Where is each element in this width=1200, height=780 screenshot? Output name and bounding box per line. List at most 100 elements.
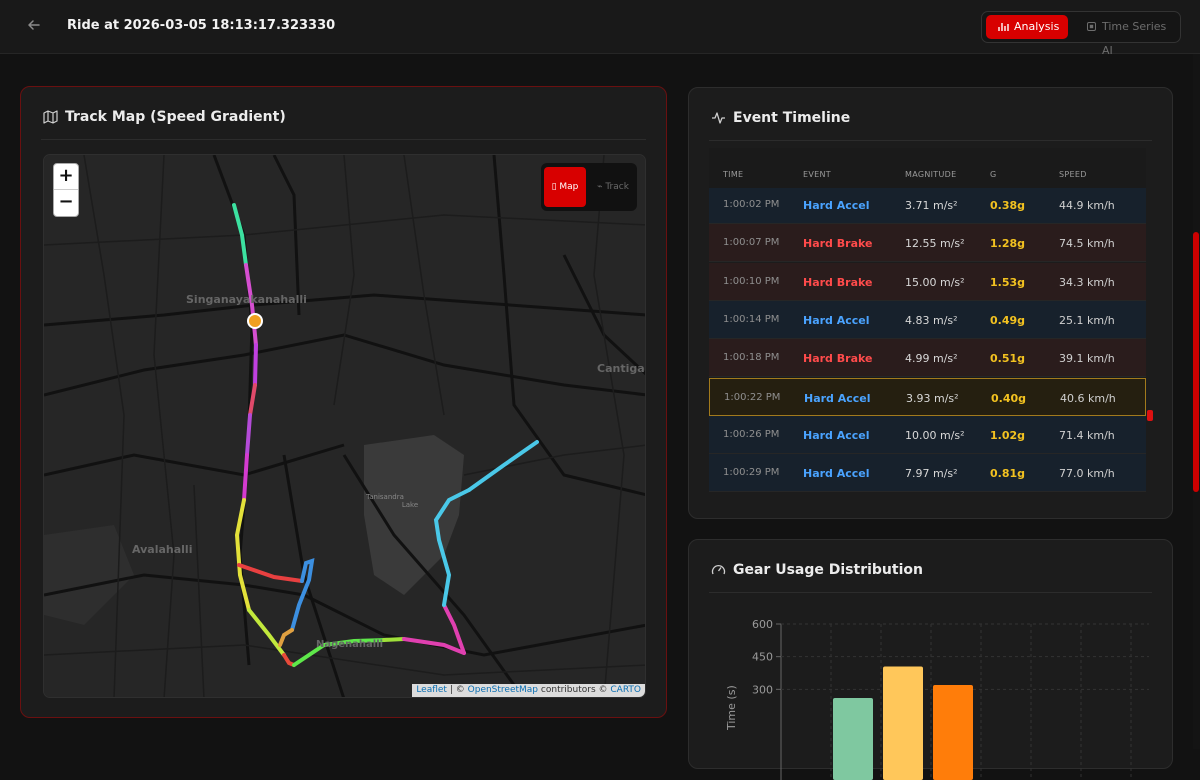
track-map-card: Track Map (Speed Gradient) [20, 86, 667, 718]
event-magnitude: 10.00 m/s² [905, 428, 965, 442]
y-axis-label: Time (s) [725, 685, 738, 731]
event-timeline-card: Event Timeline 1:00:02 PM Hard Accel 3.71 … [688, 87, 1173, 519]
view-tabs: Analysis Time Series AI [981, 11, 1181, 57]
event-table[interactable]: 1:00:02 PM Hard Accel 3.71 m/s² 0.38g 44.9 k… [709, 148, 1146, 498]
column-header[interactable]: SPEED [1059, 170, 1087, 179]
event-magnitude: 4.83 m/s² [905, 313, 958, 327]
event-type: Hard Brake [803, 275, 873, 289]
tab-analysis[interactable]: Analysis [986, 15, 1068, 39]
event-g: 1.53g [990, 275, 1026, 289]
table-row[interactable]: 1:00:14 PM Hard Accel 4.83 m/s² 0.49g 25.1 k… [709, 300, 1146, 339]
event-time: 1:00:10 PM [723, 275, 780, 287]
svg-text:Tanisandra: Tanisandra [365, 493, 404, 501]
event-magnitude: 15.00 m/s² [905, 275, 965, 289]
gauge-icon [711, 564, 726, 575]
gear-bar [933, 684, 973, 780]
event-magnitude: 4.99 m/s² [905, 352, 958, 366]
y-tick-label: 300 [752, 683, 773, 696]
event-g: 1.28g [990, 237, 1026, 251]
track-map-title: Track Map (Speed Gradient) [43, 109, 286, 125]
chip-icon [1087, 22, 1096, 31]
event-time: 1:00:22 PM [724, 391, 781, 403]
map-icon [43, 110, 58, 124]
event-speed: 40.6 km/h [1060, 391, 1116, 405]
map-view-button[interactable]: ▯ Map [544, 167, 586, 207]
bar-chart-icon [998, 23, 1009, 31]
map-tiles: Tanisandra Lake [44, 155, 645, 697]
track-view-button[interactable]: ⌁ Track [597, 182, 629, 192]
event-type: Hard Accel [803, 428, 870, 442]
column-header[interactable]: EVENT [803, 170, 831, 179]
column-header[interactable]: TIME [723, 170, 744, 179]
column-header[interactable]: G [990, 170, 997, 179]
event-speed: 74.5 km/h [1059, 237, 1115, 251]
tab-time-series-ai[interactable]: Time Series AI [1074, 15, 1178, 57]
event-magnitude: 12.55 m/s² [905, 237, 965, 251]
event-speed: 34.3 km/h [1059, 275, 1115, 289]
table-row[interactable]: 1:00:26 PM Hard Accel 10.00 m/s² 1.02g 71.4 … [709, 415, 1146, 454]
osm-link[interactable]: OpenStreetMap [467, 685, 539, 695]
map-view-toggle: ▯ Map ⌁ Track [541, 163, 637, 211]
event-g: 0.51g [990, 352, 1026, 366]
page-scrollbar-thumb[interactable] [1193, 232, 1199, 492]
column-header[interactable]: MAGNITUDE [905, 170, 957, 179]
event-g: 0.49g [990, 313, 1026, 327]
svg-text:Lake: Lake [402, 501, 418, 509]
table-row[interactable]: 1:00:10 PM Hard Brake 15.00 m/s² 1.53g 34.3 … [709, 262, 1146, 301]
event-time: 1:00:26 PM [723, 428, 780, 440]
table-row[interactable]: 1:00:02 PM Hard Accel 3.71 m/s² 0.38g 44.9 k… [709, 186, 1146, 224]
page-title: Ride at 2026-03-05 18:13:17.323330 [67, 18, 336, 33]
y-tick-label: 450 [752, 651, 773, 664]
event-g: 1.02g [990, 428, 1026, 442]
gear-usage-chart: 300 450 600 Time (s) [725, 618, 1149, 780]
event-type: Hard Accel [804, 391, 871, 405]
event-magnitude: 3.71 m/s² [905, 199, 958, 212]
zoom-out-button[interactable]: − [58, 191, 74, 212]
event-speed: 39.1 km/h [1059, 352, 1115, 366]
divider [41, 139, 646, 140]
arrow-left-icon[interactable] [26, 17, 44, 35]
event-speed: 44.9 km/h [1059, 199, 1115, 212]
place-label: Avalahalli [132, 543, 193, 556]
table-row[interactable]: 1:00:18 PM Hard Brake 4.99 m/s² 0.51g 39.1 k… [709, 339, 1146, 378]
place-label: Cantiga [597, 362, 645, 375]
table-row[interactable]: 1:00:29 PM Hard Accel 7.97 m/s² 0.81g 77.0 k… [709, 454, 1146, 493]
gear-usage-card: Gear Usage Distribution 300 450 600 Time (s… [688, 539, 1173, 780]
event-g: 0.40g [991, 391, 1027, 405]
event-magnitude: 3.93 m/s² [906, 391, 959, 405]
event-time: 1:00:29 PM [723, 467, 780, 479]
event-time: 1:00:02 PM [723, 199, 780, 210]
event-time: 1:00:07 PM [723, 237, 780, 249]
gear-usage-title: Gear Usage Distribution [711, 562, 923, 578]
event-time: 1:00:18 PM [723, 352, 780, 364]
carto-link[interactable]: CARTO [610, 685, 641, 695]
activity-icon [712, 112, 725, 124]
divider [709, 140, 1152, 141]
event-type: Hard Accel [803, 467, 870, 481]
event-type: Hard Brake [803, 237, 873, 251]
table-scrollbar-thumb[interactable] [1147, 410, 1153, 421]
map-view[interactable]: Tanisandra Lake Singanayakanahalli Avala… [43, 154, 646, 698]
place-label: Nagenahalli [316, 639, 384, 650]
event-type: Hard Accel [803, 313, 870, 327]
zoom-in-button[interactable]: + [54, 164, 78, 190]
event-timeline-title: Event Timeline [711, 110, 850, 126]
table-row[interactable]: 1:00:22 PM Hard Accel 3.93 m/s² 0.40g 40.6 k… [709, 377, 1146, 416]
leaflet-link[interactable]: Leaflet [416, 685, 447, 695]
route-icon: ⌁ [597, 182, 603, 192]
event-speed: 71.4 km/h [1059, 428, 1115, 442]
tab-time-series-label: Time Series AI [1102, 20, 1167, 57]
event-type: Hard Accel [803, 199, 870, 212]
top-bar: Ride at 2026-03-05 18:13:17.323330 Analy… [0, 0, 1200, 57]
map-icon: ▯ [551, 182, 557, 192]
map-attribution: Leaflet | © OpenStreetMap contributors ©… [412, 684, 645, 697]
place-label: Singanayakanahalli [186, 293, 307, 306]
event-magnitude: 7.97 m/s² [905, 467, 958, 481]
table-row[interactable]: 1:00:07 PM Hard Brake 12.55 m/s² 1.28g 74.5 … [709, 224, 1146, 263]
divider [709, 592, 1152, 593]
tab-analysis-label: Analysis [1014, 20, 1060, 33]
zoom-control: + − [53, 163, 79, 217]
event-g: 0.38g [990, 199, 1026, 212]
event-speed: 25.1 km/h [1059, 313, 1115, 327]
event-g: 0.81g [990, 467, 1026, 481]
